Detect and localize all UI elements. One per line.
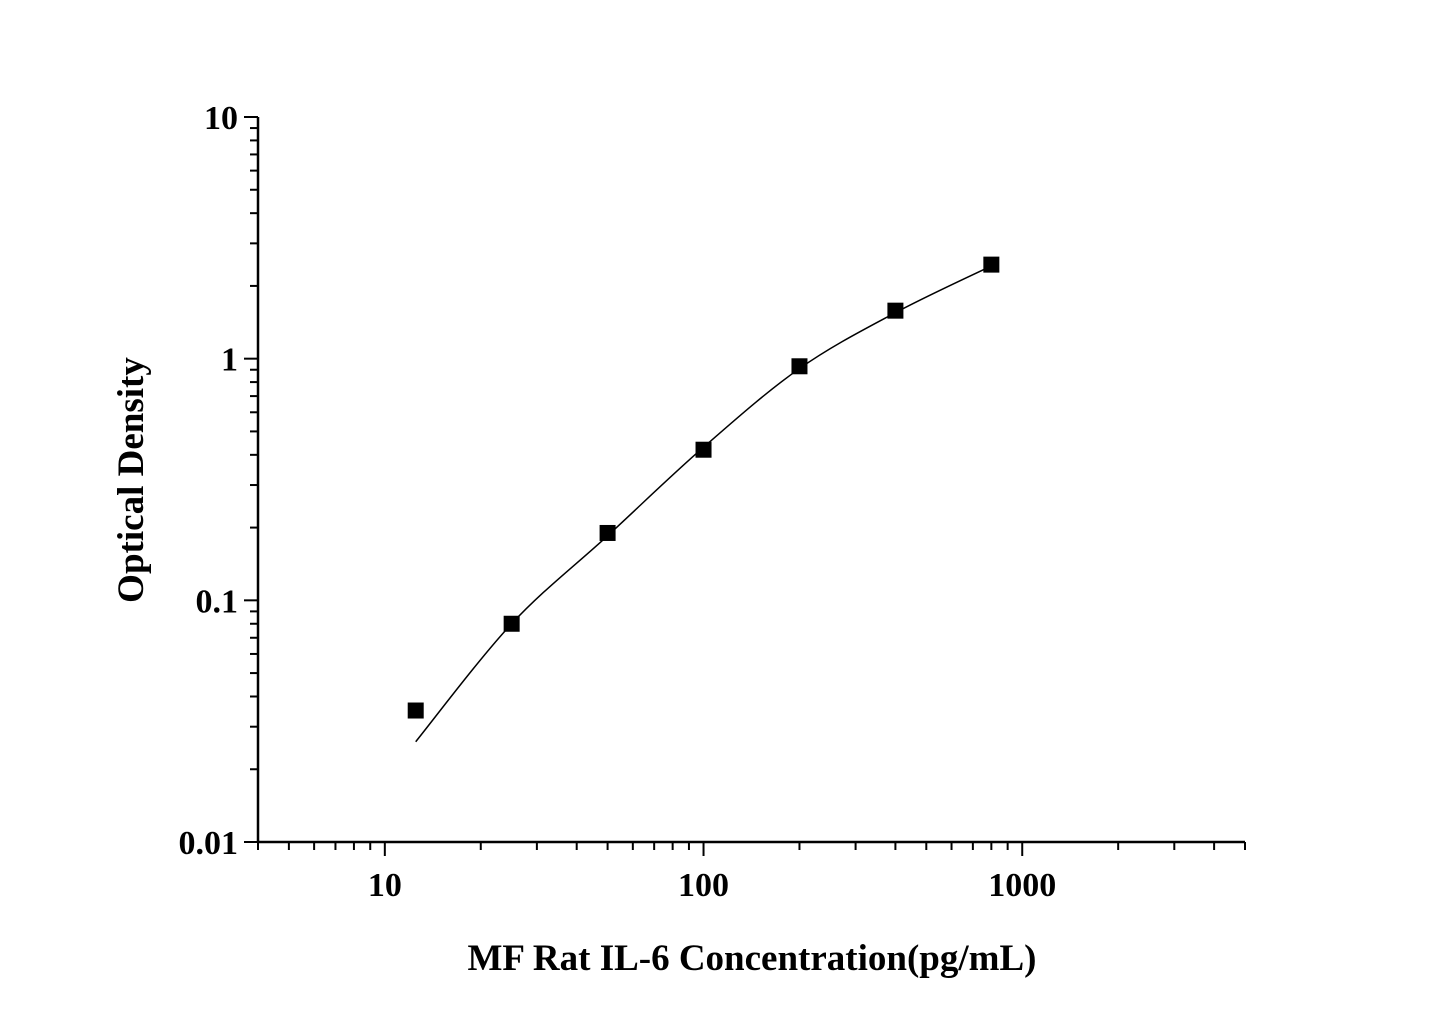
data-point xyxy=(791,358,808,375)
ticks-layer xyxy=(244,116,1246,856)
fit-curve-layer xyxy=(415,265,992,743)
data-point xyxy=(983,256,1000,273)
x-tick-label: 10 xyxy=(368,867,402,904)
x-tick-label: 100 xyxy=(678,867,729,904)
data-point xyxy=(695,441,712,458)
tick-labels-layer: 10 100 1000 0.01 0.1 1 10 xyxy=(179,100,1057,904)
data-points-layer xyxy=(407,256,1000,719)
y-tick-label: 0.01 xyxy=(179,825,239,862)
y-tick-label: 0.1 xyxy=(196,583,239,620)
fit-curve xyxy=(415,265,992,743)
axes-layer xyxy=(256,117,1245,844)
y-tick-label: 1 xyxy=(221,342,238,379)
data-point xyxy=(503,615,520,632)
data-point xyxy=(887,302,904,319)
x-tick-label: 1000 xyxy=(988,867,1056,904)
y-tick-label: 10 xyxy=(204,100,238,137)
y-axis-title: Optical Density xyxy=(111,357,152,603)
data-point xyxy=(407,702,424,719)
x-axis-title: MF Rat IL-6 Concentration(pg/mL) xyxy=(468,938,1037,979)
data-point xyxy=(599,524,616,541)
